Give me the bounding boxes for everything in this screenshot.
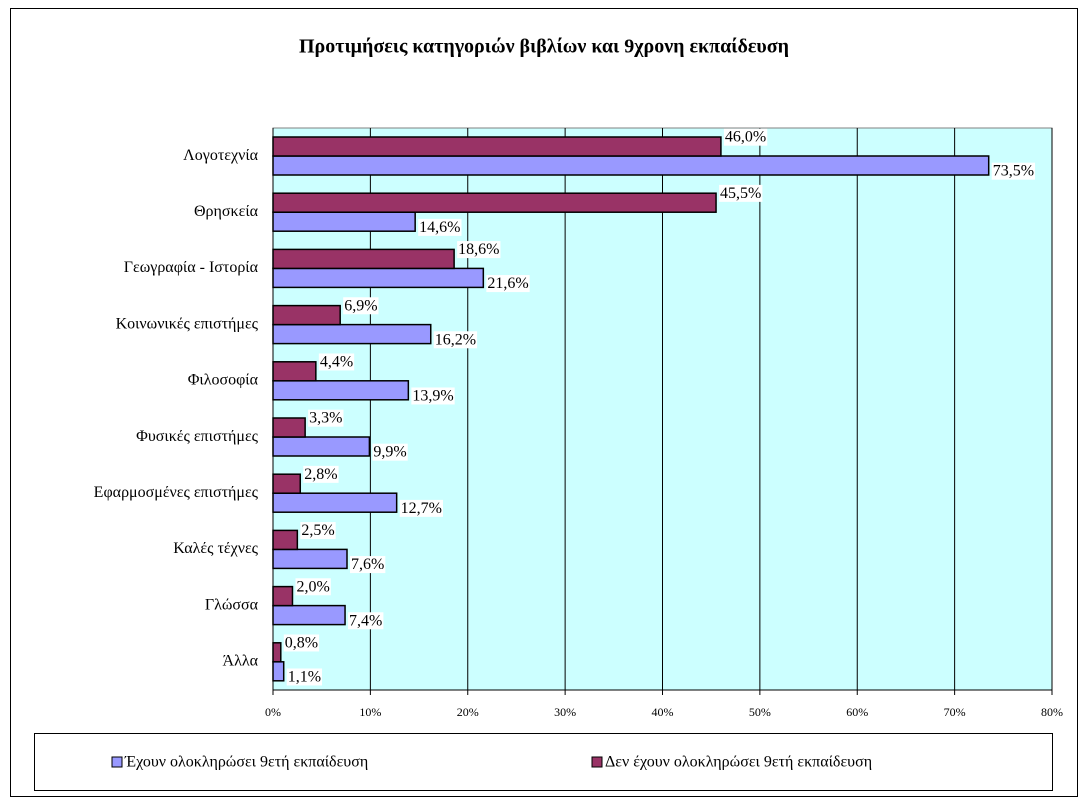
legend-swatch <box>591 756 603 768</box>
legend-label: Έχουν ολοκληρώσει 9ετή εκπαίδευση <box>124 754 368 771</box>
y-tick-label: Άλλα <box>223 653 259 670</box>
bar <box>272 155 990 176</box>
legend-box <box>34 733 1053 791</box>
data-label: 12,7% <box>401 500 442 517</box>
bar <box>272 436 371 457</box>
chart-title: Προτιμήσεις κατηγοριών βιβλίων και 9χρον… <box>299 36 789 58</box>
data-label: 2,8% <box>304 466 337 483</box>
data-label: 9,9% <box>373 444 406 461</box>
label-bg <box>318 353 355 371</box>
data-label: 21,6% <box>487 275 528 292</box>
y-tick-label: Γλώσσα <box>205 596 259 613</box>
label-bg <box>283 634 320 652</box>
label-bg <box>719 184 763 202</box>
bar <box>272 192 717 213</box>
data-label: 13,9% <box>412 387 453 404</box>
x-tick-label: 0% <box>265 705 281 719</box>
label-bg <box>399 499 443 517</box>
label-bg <box>286 668 323 686</box>
data-label: 16,2% <box>435 331 476 348</box>
data-label: 7,4% <box>349 612 382 629</box>
data-label: 45,5% <box>720 185 761 202</box>
bar <box>272 492 398 513</box>
label-bg <box>433 331 478 349</box>
bar <box>272 136 722 157</box>
data-label: 3,3% <box>309 410 342 427</box>
bar <box>272 267 485 289</box>
bar <box>272 417 306 438</box>
bar <box>272 642 282 663</box>
label-bg <box>348 612 384 630</box>
bar <box>272 529 299 551</box>
label-bg <box>457 241 501 259</box>
bar <box>272 211 416 232</box>
data-label: 7,6% <box>351 556 384 573</box>
x-tick-label: 30% <box>554 705 576 719</box>
bar <box>272 585 294 607</box>
x-tick-label: 20% <box>457 705 479 719</box>
data-label: 14,6% <box>419 219 460 236</box>
bar <box>272 304 341 326</box>
y-tick-label: Καλές τέχνες <box>173 540 258 557</box>
label-bg <box>418 218 462 236</box>
label-bg <box>300 522 336 540</box>
bar <box>272 604 346 626</box>
data-label: 1,1% <box>288 668 321 685</box>
bar <box>272 548 348 570</box>
label-bg <box>343 297 379 315</box>
y-tick-label: Κοινωνικές επιστήμες <box>116 315 259 332</box>
x-tick-label: 60% <box>846 705 868 719</box>
x-tick-label: 40% <box>652 705 674 719</box>
label-bg <box>486 275 530 293</box>
label-bg <box>411 387 455 405</box>
y-tick-label: Θρησκεία <box>194 203 259 220</box>
y-tick-label: Γεωγραφία - Ιστορία <box>124 259 259 276</box>
bar <box>272 473 302 494</box>
label-bg <box>303 465 339 483</box>
x-tick-label: 80% <box>1041 705 1063 719</box>
label-bg <box>308 409 344 427</box>
label-bg <box>991 162 1036 180</box>
bar <box>272 361 317 382</box>
data-label: 0,8% <box>285 634 318 651</box>
bar <box>272 323 432 345</box>
y-tick-label: Φυσικές επιστήμες <box>136 428 258 445</box>
x-tick-label: 10% <box>359 705 381 719</box>
x-tick-label: 50% <box>749 705 771 719</box>
y-tick-label: Λογοτεχνία <box>183 147 258 164</box>
data-label: 18,6% <box>458 241 499 258</box>
y-tick-label: Εφαρμοσμένες επιστήμες <box>94 484 259 501</box>
data-label: 73,5% <box>993 163 1034 180</box>
label-bg <box>723 128 768 146</box>
label-bg <box>295 578 331 596</box>
data-label: 2,0% <box>296 578 329 595</box>
bar <box>272 661 285 682</box>
data-label: 2,5% <box>301 522 334 539</box>
legend-label: Δεν έχουν ολοκληρώσει 9ετή εκπαίδευση <box>605 754 872 771</box>
label-bg <box>372 443 408 461</box>
y-tick-label: Φιλοσοφία <box>188 372 259 389</box>
data-label: 4,4% <box>320 353 353 370</box>
bar <box>272 248 455 270</box>
x-tick-label: 70% <box>944 705 966 719</box>
data-label: 46,0% <box>725 129 766 146</box>
label-bg <box>350 556 386 574</box>
legend-swatch <box>111 756 123 768</box>
data-label: 6,9% <box>344 297 377 314</box>
bar <box>272 380 410 401</box>
